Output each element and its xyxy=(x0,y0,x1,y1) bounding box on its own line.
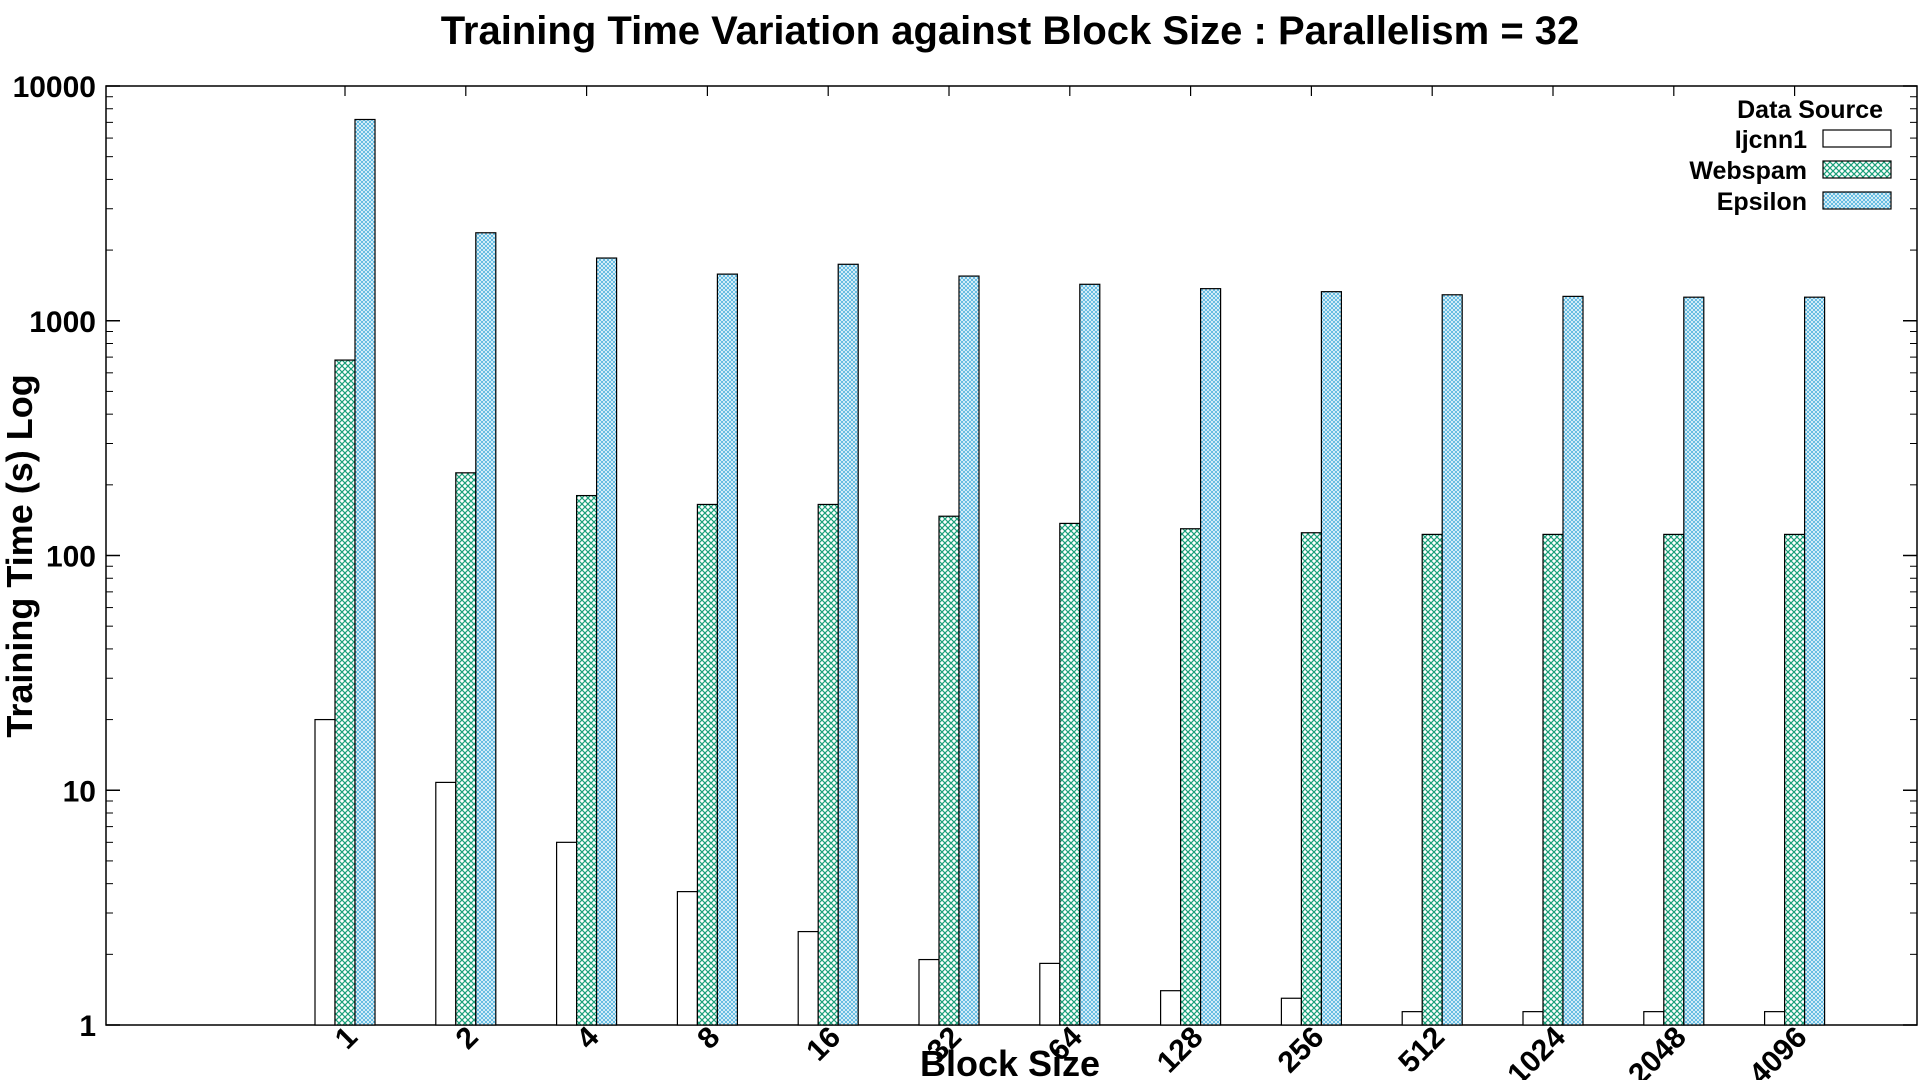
legend-swatch-ijcnn1 xyxy=(1822,129,1892,148)
bar-ijcnn1 xyxy=(1039,962,1061,1026)
bar-ijcnn1 xyxy=(1522,1011,1544,1026)
bar-webspam xyxy=(1179,528,1202,1026)
bar-epsilon xyxy=(595,257,618,1026)
legend-label-webspam: Webspam xyxy=(1689,157,1807,185)
bar-epsilon xyxy=(1079,283,1101,1026)
bar-ijcnn1 xyxy=(314,718,336,1026)
x-tick-label: 4096 xyxy=(1743,1021,1814,1080)
bar-webspam xyxy=(1300,532,1323,1026)
x-tick-label: 1024 xyxy=(1501,1020,1572,1080)
bar-ijcnn1 xyxy=(1159,990,1182,1026)
y-tick-label: 10 xyxy=(63,775,96,808)
bar-epsilon xyxy=(1441,294,1463,1026)
plot-area-frame xyxy=(105,85,1918,1026)
bar-ijcnn1 xyxy=(1280,997,1303,1026)
bar-webspam xyxy=(696,503,719,1026)
bar-webspam xyxy=(1542,533,1564,1026)
bar-epsilon xyxy=(1562,295,1584,1026)
bar-ijcnn1 xyxy=(676,891,699,1026)
y-axis-ticks: 1 10 100 1000 10000 xyxy=(13,71,1917,1043)
chart-title: Training Time Variation against Block Si… xyxy=(441,9,1580,53)
legend-swatch-webspam xyxy=(1822,160,1892,179)
bar-ijcnn1 xyxy=(1643,1011,1665,1026)
bar-epsilon xyxy=(716,273,739,1026)
x-tick-label: 2 xyxy=(450,1021,485,1056)
bar-epsilon xyxy=(475,232,497,1026)
y-tick-label: 1000 xyxy=(29,306,96,339)
bar-webspam xyxy=(1421,533,1443,1026)
bar-epsilon xyxy=(958,275,980,1026)
bar-ijcnn1 xyxy=(918,958,940,1026)
bar-webspam xyxy=(1783,533,1806,1026)
bar-webspam xyxy=(455,472,477,1026)
y-tick-label: 100 xyxy=(46,541,96,574)
x-tick-label: 16 xyxy=(800,1021,847,1068)
bar-epsilon xyxy=(1199,288,1222,1026)
bars-group xyxy=(314,118,1826,1026)
bar-ijcnn1 xyxy=(435,781,457,1026)
legend-swatch-epsilon xyxy=(1822,191,1892,210)
bar-ijcnn1 xyxy=(1763,1011,1786,1026)
y-tick-label: 1 xyxy=(79,1010,96,1043)
bar-epsilon xyxy=(354,118,376,1026)
y-tick-label: 10000 xyxy=(13,71,96,104)
y-axis-label: Training Time (s) Log xyxy=(0,374,40,737)
bar-ijcnn1 xyxy=(1401,1011,1423,1026)
bar-epsilon xyxy=(837,263,859,1026)
x-tick-label: 2048 xyxy=(1622,1021,1693,1080)
x-tick-label: 1 xyxy=(329,1021,364,1056)
bar-webspam xyxy=(817,503,839,1026)
x-tick-label: 8 xyxy=(691,1021,726,1056)
legend: Data Source Ijcnn1 Webspam Epsilon xyxy=(1689,96,1892,216)
bar-webspam xyxy=(575,494,598,1026)
x-tick-label: 512 xyxy=(1392,1021,1451,1080)
legend-title: Data Source xyxy=(1737,96,1883,124)
bar-ijcnn1 xyxy=(555,841,578,1026)
bar-epsilon xyxy=(1803,296,1826,1026)
legend-label-ijcnn1: Ijcnn1 xyxy=(1735,126,1807,154)
bar-webspam xyxy=(1663,533,1685,1026)
bar-epsilon xyxy=(1320,291,1343,1026)
bar-epsilon xyxy=(1683,296,1705,1026)
x-axis-label: Block Size xyxy=(920,1043,1100,1080)
x-tick-label: 128 xyxy=(1151,1021,1210,1080)
bar-ijcnn1 xyxy=(797,930,819,1026)
legend-label-epsilon: Epsilon xyxy=(1717,188,1807,216)
bar-webspam xyxy=(1059,522,1081,1026)
bar-webspam xyxy=(334,359,356,1026)
x-tick-label: 256 xyxy=(1272,1021,1331,1080)
bar-webspam xyxy=(938,515,960,1026)
